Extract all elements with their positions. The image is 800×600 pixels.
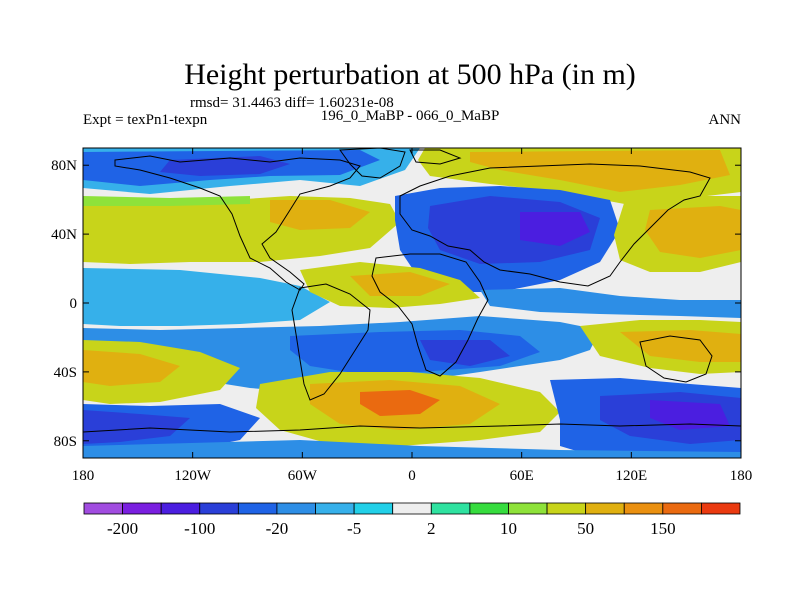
field-region-eurasia-min [520, 212, 590, 246]
season-label: ANN [709, 112, 742, 128]
colorbar-swatch [83, 502, 123, 515]
colorbar-label: -100 [184, 519, 215, 538]
y-tick-label: 80S [54, 434, 77, 450]
coast-australia [639, 335, 713, 383]
colorbar-label: 50 [577, 519, 594, 538]
coast-north-america [114, 155, 361, 291]
x-tick-label: 60W [288, 468, 318, 484]
colorbar-swatch [430, 502, 471, 515]
colorbar-label: -20 [266, 519, 289, 538]
colorbar-swatch [546, 502, 587, 515]
coast-europe-asia [399, 163, 711, 287]
field-region-shpolar-east-min [650, 400, 730, 430]
coast-antarctica [83, 423, 741, 433]
field-region-sh-min [420, 340, 510, 366]
coast-arctic-islands [409, 149, 462, 165]
colorbar: -200 -100 -20 -5 2 10 50 150 [83, 502, 741, 538]
experiment-label: Expt = texPn1-texpn [83, 112, 208, 128]
colorbar-swatch [662, 502, 702, 515]
colorbar-swatch [237, 502, 278, 515]
colorbar-swatch [469, 502, 509, 515]
stats-line: rmsd= 31.4463 diff= 1.60231e-08 [190, 95, 394, 111]
x-tick-label: 180 [72, 468, 95, 484]
x-axis: 180 120W 60W 0 60E 120E 180 [72, 148, 753, 484]
field-region-nh-midlat-green [83, 196, 250, 206]
field-region-tropics-east-blue [480, 288, 741, 318]
colorbar-swatch [353, 502, 394, 515]
colorbar-swatch [585, 502, 625, 515]
x-tick-label: 120E [615, 468, 647, 484]
x-tick-label: 120W [174, 468, 212, 484]
colorbar-swatch [199, 502, 239, 515]
y-tick-label: 80N [51, 158, 77, 174]
colorbar-swatch [160, 502, 201, 515]
field-region-tropics-negative [83, 268, 330, 326]
colorbar-swatch [392, 502, 432, 515]
colorbar-swatch [315, 502, 355, 515]
map-plot [83, 148, 741, 458]
field-region-nh-east-core [470, 150, 730, 192]
colorbar-label: 2 [427, 519, 436, 538]
chart-title: Height perturbation at 500 hPa (in m) [184, 58, 636, 91]
coastlines [83, 148, 741, 433]
y-axis: 80N 40N 0 40S 80S [51, 158, 741, 450]
colorbar-swatch [623, 502, 664, 515]
field-region-shpolar-west-core [83, 410, 190, 444]
colorbar-label: -200 [107, 519, 138, 538]
colorbar-swatch [508, 502, 548, 515]
colorbar-swatch [122, 502, 162, 515]
x-tick-label: 180 [730, 468, 753, 484]
coast-africa [371, 253, 489, 377]
colorbar-label: -5 [347, 519, 361, 538]
field-region-polar-bottom [83, 440, 741, 458]
coast-south-america [291, 283, 371, 401]
y-tick-label: 40S [54, 365, 77, 381]
field-region-npac-core [645, 206, 741, 258]
colorbar-label: 10 [500, 519, 517, 538]
field-region-nh-midlat-core [270, 200, 370, 230]
field-region-sh-west-core [83, 350, 180, 386]
x-tick-label: 0 [408, 468, 416, 484]
colorbar-label: 150 [650, 519, 676, 538]
colorbar-swatch [276, 502, 316, 515]
period-label: 196_0_MaBP - 066_0_MaBP [321, 108, 500, 124]
field-region-tropics-core [350, 272, 450, 296]
colorbar-swatch [701, 502, 741, 515]
coast-greenland [339, 148, 406, 179]
field-region-shpolar-max [360, 390, 440, 416]
x-tick-label: 60E [510, 468, 534, 484]
y-tick-label: 40N [51, 227, 77, 243]
y-tick-label: 0 [70, 296, 78, 312]
